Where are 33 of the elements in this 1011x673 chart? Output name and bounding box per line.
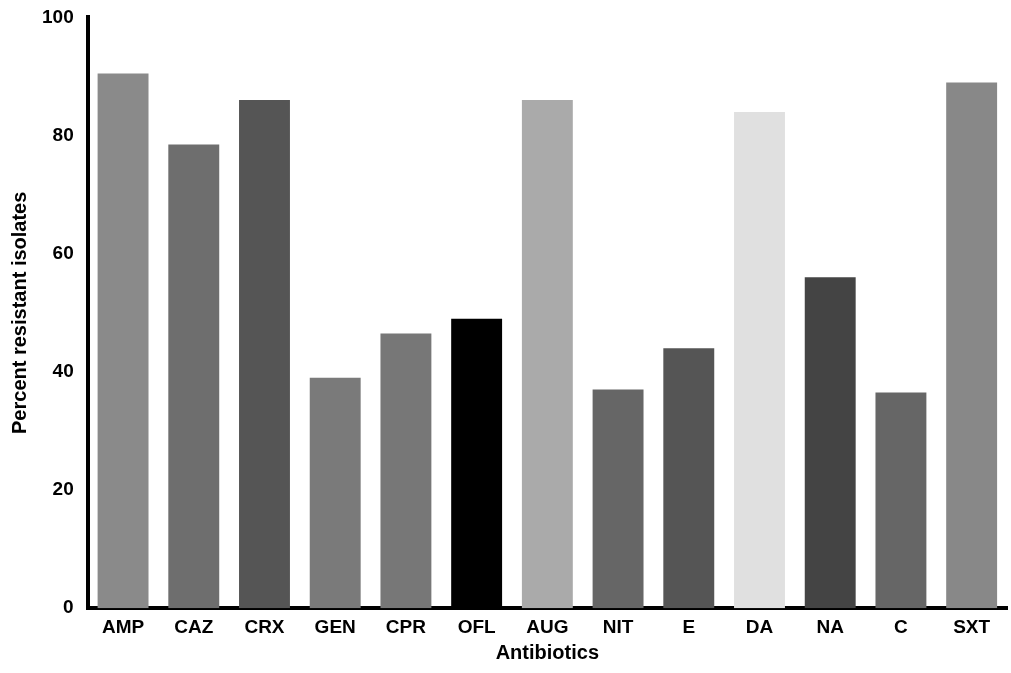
bar (380, 333, 432, 609)
x-tick-label: GEN (314, 615, 356, 637)
bar (239, 100, 290, 609)
x-tick-label: SXT (953, 615, 991, 637)
y-tick-label: 80 (52, 123, 74, 145)
bar (521, 100, 573, 609)
bar (663, 348, 715, 609)
x-tick-label: AMP (101, 615, 145, 637)
bar (592, 389, 644, 609)
x-tick-label: E (682, 615, 696, 637)
x-axis-title: Antibiotics (495, 640, 600, 663)
y-tick-label: 0 (63, 596, 74, 618)
bar (734, 111, 785, 609)
bar (168, 144, 220, 609)
bar (97, 73, 149, 609)
x-tick-label: NA (816, 615, 845, 637)
bar (875, 392, 927, 609)
y-tick-label: 20 (52, 478, 74, 500)
x-tick-label: DA (745, 615, 774, 637)
y-axis-title: Percent resistant isolates (7, 191, 30, 434)
bar (946, 82, 998, 609)
bar (309, 377, 361, 609)
y-tick-label: 100 (42, 5, 74, 27)
y-tick-label: 40 (52, 360, 74, 382)
x-tick-label: CAZ (174, 615, 214, 637)
bar (804, 277, 856, 609)
y-tick-label: 60 (52, 241, 74, 263)
x-tick-label: C (894, 615, 909, 637)
x-tick-label: CPR (385, 615, 427, 637)
x-tick-label: OFL (457, 615, 497, 637)
x-tick-label: CRX (244, 615, 285, 637)
x-tick-label: AUG (526, 615, 569, 637)
x-tick-label: NIT (602, 615, 634, 637)
